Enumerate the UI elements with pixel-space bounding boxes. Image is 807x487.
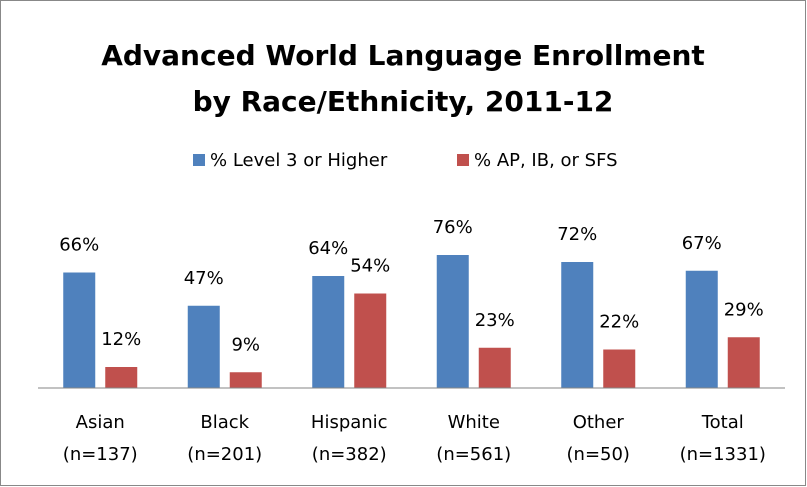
data-label: 47% xyxy=(184,268,224,289)
legend-label: % AP, IB, or SFS xyxy=(474,150,618,171)
chart-title: Advanced World Language Enrollment xyxy=(101,39,705,72)
data-label: 12% xyxy=(101,329,141,350)
x-tick-label: (n=201) xyxy=(187,444,262,465)
data-label: 22% xyxy=(599,312,639,333)
legend-swatch xyxy=(193,154,205,166)
bar xyxy=(187,305,220,388)
bar xyxy=(727,337,760,388)
legend-label: % Level 3 or Higher xyxy=(210,150,388,171)
x-tick-label: (n=561) xyxy=(436,444,511,465)
data-label: 9% xyxy=(231,334,260,355)
bar xyxy=(354,293,387,388)
bar xyxy=(63,272,96,388)
x-tick-label: (n=1331) xyxy=(680,444,766,465)
bar xyxy=(603,349,636,388)
x-tick-label: (n=50) xyxy=(567,444,630,465)
bar xyxy=(685,270,718,388)
data-label: 76% xyxy=(433,217,473,238)
data-label: 66% xyxy=(59,235,99,256)
x-tick-label: Total xyxy=(701,412,744,433)
data-label: 29% xyxy=(724,299,764,320)
data-label: 67% xyxy=(682,233,722,254)
x-tick-label: Black xyxy=(200,412,249,433)
bar xyxy=(105,367,138,388)
x-tick-label: (n=137) xyxy=(63,444,138,465)
bar xyxy=(478,347,511,388)
bar xyxy=(312,276,345,388)
data-label: 72% xyxy=(557,224,597,245)
x-tick-label: Other xyxy=(573,412,625,433)
bar xyxy=(229,372,262,388)
data-label: 54% xyxy=(350,256,390,277)
x-tick-label: Hispanic xyxy=(311,412,388,433)
bar xyxy=(561,262,594,388)
bar xyxy=(436,255,469,388)
legend-swatch xyxy=(457,154,469,166)
x-tick-label: (n=382) xyxy=(312,444,387,465)
x-tick-label: White xyxy=(448,412,500,433)
x-tick-label: Asian xyxy=(76,412,125,433)
data-label: 23% xyxy=(475,310,515,331)
chart-title: by Race/Ethnicity, 2011-12 xyxy=(193,85,614,118)
data-label: 64% xyxy=(308,238,348,259)
